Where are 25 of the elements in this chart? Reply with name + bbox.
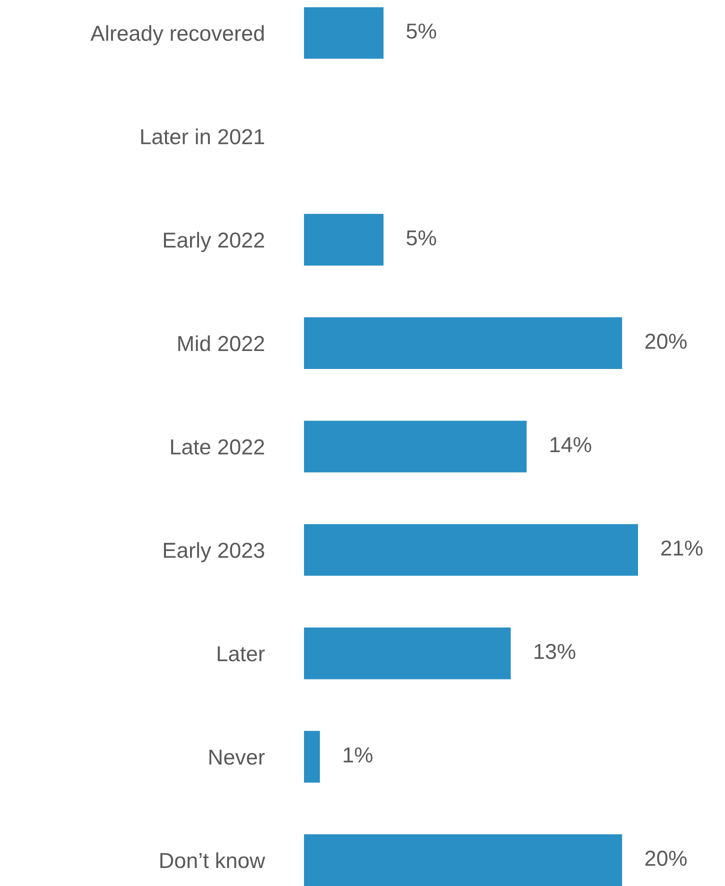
data-label: 20% (645, 334, 687, 349)
data-label: 14% (550, 437, 592, 452)
data-label: 13% (534, 644, 576, 660)
y-tick-label: Already recovered (90, 25, 264, 46)
data-label: 20% (645, 850, 687, 866)
bar (304, 627, 511, 680)
data-label: 1% (344, 747, 372, 762)
bar (304, 7, 384, 59)
data-label: 21% (661, 540, 703, 556)
bar (304, 730, 320, 783)
data-label: 5% (406, 24, 436, 39)
bar (304, 524, 638, 576)
y-tick-label: Early 2023 (164, 542, 264, 562)
data-label: 5% (406, 230, 436, 246)
y-tick-label: Never (209, 750, 265, 765)
y-tick-label: Later (218, 646, 265, 662)
y-tick-label: Don’t know (160, 852, 266, 868)
bar (304, 420, 527, 472)
y-tick-label: Later in 2021 (141, 128, 264, 144)
y-tick-label: Late 2022 (171, 439, 264, 455)
y-tick-label: Mid 2022 (178, 335, 264, 352)
bar (304, 834, 622, 886)
bar (304, 214, 384, 266)
bar (304, 317, 622, 369)
y-tick-label: Early 2022 (164, 232, 264, 252)
